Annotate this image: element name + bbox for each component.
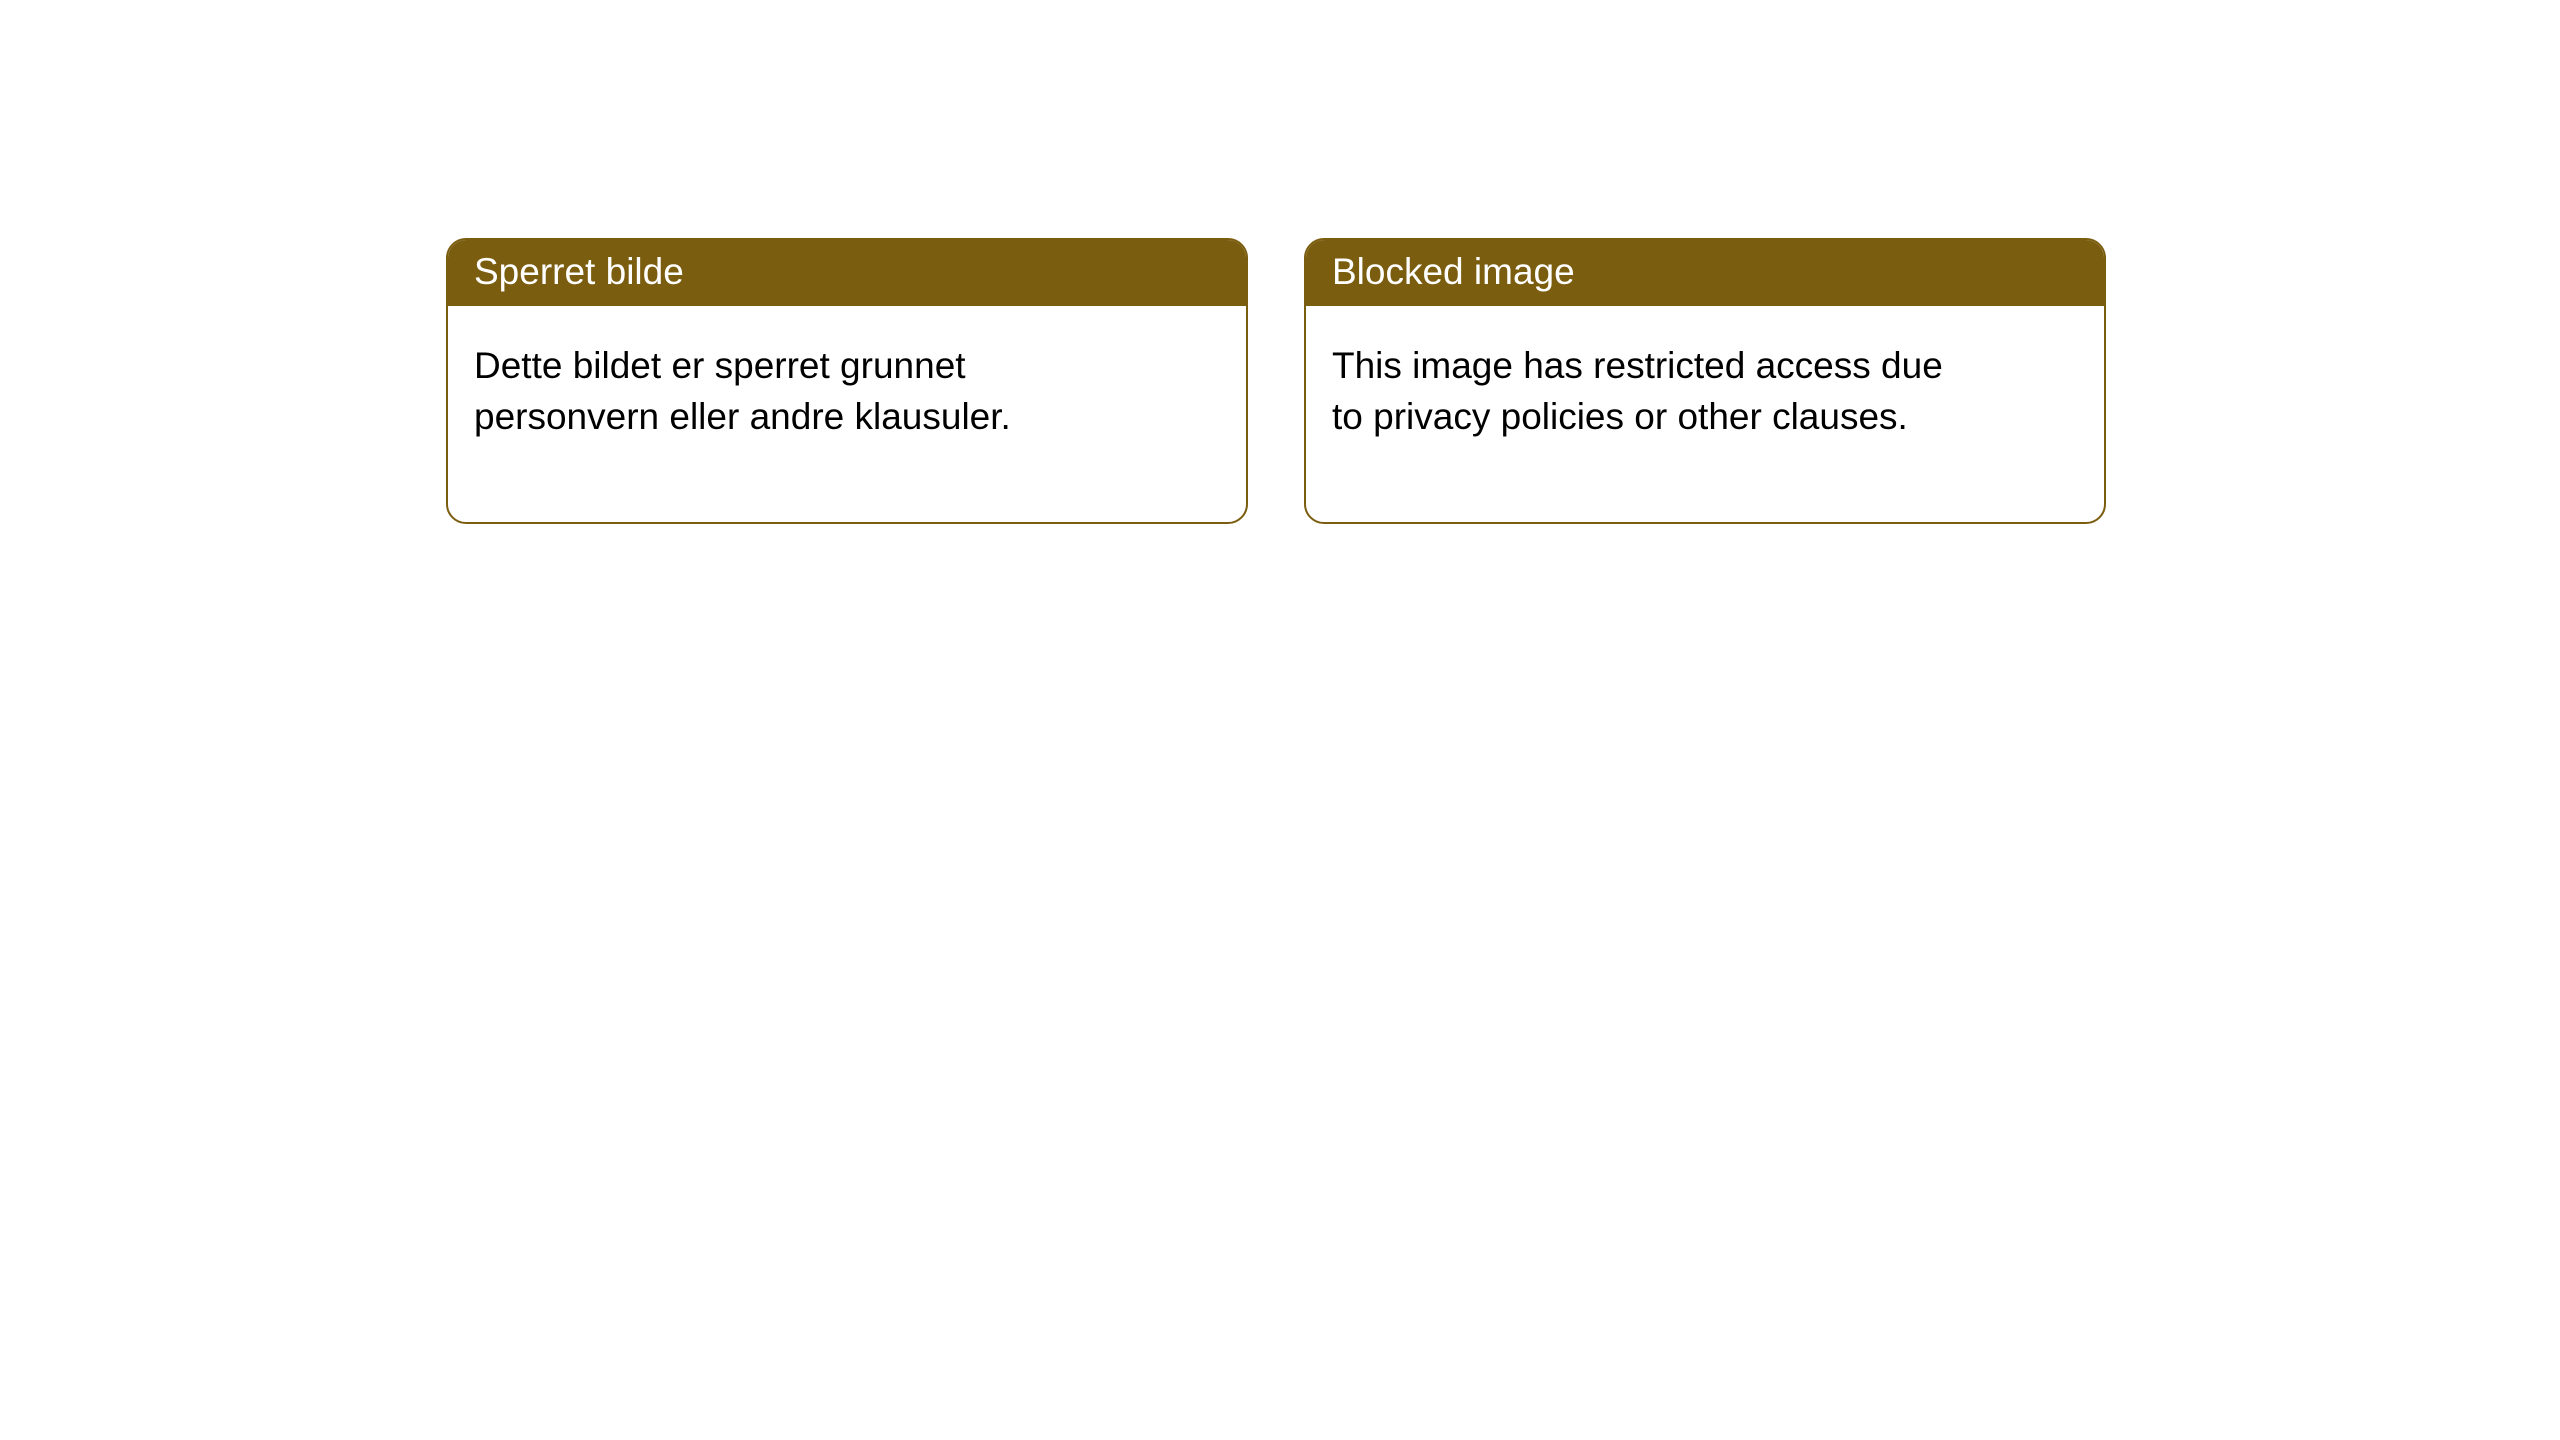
notice-body: Dette bildet er sperret grunnet personve… [448, 306, 1138, 522]
notice-container: Sperret bilde Dette bildet er sperret gr… [0, 0, 2560, 524]
notice-card-english: Blocked image This image has restricted … [1304, 238, 2106, 524]
notice-body: This image has restricted access due to … [1306, 306, 1996, 522]
notice-title: Blocked image [1306, 240, 2104, 306]
notice-title: Sperret bilde [448, 240, 1246, 306]
notice-card-norwegian: Sperret bilde Dette bildet er sperret gr… [446, 238, 1248, 524]
